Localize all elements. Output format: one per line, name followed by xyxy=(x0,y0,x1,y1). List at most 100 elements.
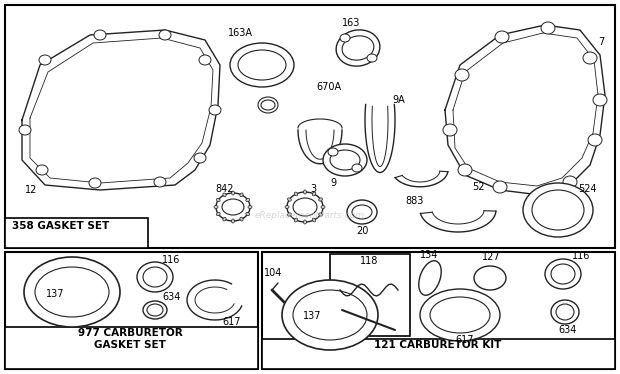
Ellipse shape xyxy=(288,198,291,201)
Ellipse shape xyxy=(246,212,250,216)
Ellipse shape xyxy=(430,297,490,333)
Bar xyxy=(5,252,258,369)
Ellipse shape xyxy=(321,205,325,208)
Ellipse shape xyxy=(231,219,234,223)
Ellipse shape xyxy=(89,178,101,188)
Text: 524: 524 xyxy=(578,184,596,194)
Bar xyxy=(5,5,615,248)
Text: 670A: 670A xyxy=(316,82,341,92)
Ellipse shape xyxy=(367,54,377,62)
Ellipse shape xyxy=(19,125,31,135)
Ellipse shape xyxy=(551,264,575,284)
Text: 52: 52 xyxy=(472,182,484,192)
Ellipse shape xyxy=(194,153,206,163)
Ellipse shape xyxy=(143,267,167,287)
Ellipse shape xyxy=(304,220,306,224)
Ellipse shape xyxy=(293,198,317,216)
Ellipse shape xyxy=(352,164,362,172)
Ellipse shape xyxy=(563,176,577,188)
Ellipse shape xyxy=(551,300,579,324)
Text: 617: 617 xyxy=(455,335,474,345)
Ellipse shape xyxy=(216,212,220,216)
Ellipse shape xyxy=(36,165,48,175)
Ellipse shape xyxy=(340,34,350,42)
Ellipse shape xyxy=(495,31,509,43)
Ellipse shape xyxy=(347,200,377,224)
Ellipse shape xyxy=(261,100,275,110)
Ellipse shape xyxy=(222,199,244,215)
Ellipse shape xyxy=(493,181,507,193)
Ellipse shape xyxy=(336,30,380,66)
Ellipse shape xyxy=(312,218,316,222)
Text: 163: 163 xyxy=(342,18,360,28)
Ellipse shape xyxy=(159,30,171,40)
Text: 842: 842 xyxy=(215,184,234,194)
Ellipse shape xyxy=(523,183,593,237)
Ellipse shape xyxy=(223,217,226,221)
Bar xyxy=(5,218,148,248)
Text: 634: 634 xyxy=(558,325,577,335)
Ellipse shape xyxy=(246,198,250,202)
Ellipse shape xyxy=(474,266,506,290)
Ellipse shape xyxy=(588,134,602,146)
Ellipse shape xyxy=(593,94,607,106)
Bar xyxy=(330,254,410,336)
Bar xyxy=(262,252,615,369)
Text: 20: 20 xyxy=(356,226,368,236)
Text: 12: 12 xyxy=(25,185,37,195)
Ellipse shape xyxy=(330,150,360,170)
Text: 9A: 9A xyxy=(392,95,405,105)
Ellipse shape xyxy=(319,198,322,201)
Ellipse shape xyxy=(35,267,109,317)
Ellipse shape xyxy=(199,55,211,65)
Ellipse shape xyxy=(556,304,574,320)
Text: 118: 118 xyxy=(360,256,378,266)
Ellipse shape xyxy=(294,218,298,222)
Ellipse shape xyxy=(418,261,441,295)
Text: 634: 634 xyxy=(162,292,180,302)
Ellipse shape xyxy=(304,190,306,194)
Ellipse shape xyxy=(443,124,457,136)
Ellipse shape xyxy=(248,205,252,208)
Text: 116: 116 xyxy=(162,255,180,265)
Ellipse shape xyxy=(223,193,226,197)
Ellipse shape xyxy=(216,198,220,202)
Ellipse shape xyxy=(258,97,278,113)
Ellipse shape xyxy=(420,289,500,341)
Ellipse shape xyxy=(312,192,316,196)
Ellipse shape xyxy=(458,164,472,176)
Ellipse shape xyxy=(541,22,555,34)
Ellipse shape xyxy=(147,304,163,316)
Ellipse shape xyxy=(455,69,469,81)
Ellipse shape xyxy=(545,259,581,289)
Bar xyxy=(262,339,615,369)
Text: 7: 7 xyxy=(598,37,604,47)
Ellipse shape xyxy=(288,213,291,216)
Text: 883: 883 xyxy=(405,196,423,206)
Ellipse shape xyxy=(319,213,322,216)
Text: 121 CARBURETOR KIT: 121 CARBURETOR KIT xyxy=(374,340,502,350)
Text: eReplacementParts.com: eReplacementParts.com xyxy=(255,211,365,220)
Ellipse shape xyxy=(137,262,173,292)
Ellipse shape xyxy=(282,280,378,350)
Ellipse shape xyxy=(24,257,120,327)
Ellipse shape xyxy=(143,301,167,319)
Ellipse shape xyxy=(240,217,243,221)
Ellipse shape xyxy=(287,192,323,222)
Text: 116: 116 xyxy=(572,251,590,261)
Ellipse shape xyxy=(216,193,250,221)
Ellipse shape xyxy=(238,50,286,80)
Text: 9: 9 xyxy=(330,178,336,188)
Ellipse shape xyxy=(294,192,298,196)
Text: 617: 617 xyxy=(222,317,241,327)
Ellipse shape xyxy=(293,290,367,340)
Ellipse shape xyxy=(323,144,367,176)
Ellipse shape xyxy=(285,205,289,208)
Ellipse shape xyxy=(352,205,372,219)
Ellipse shape xyxy=(342,36,374,60)
Ellipse shape xyxy=(39,55,51,65)
Ellipse shape xyxy=(209,105,221,115)
Ellipse shape xyxy=(328,148,338,156)
Text: 134: 134 xyxy=(420,250,438,260)
Text: 358 GASKET SET: 358 GASKET SET xyxy=(12,221,109,231)
